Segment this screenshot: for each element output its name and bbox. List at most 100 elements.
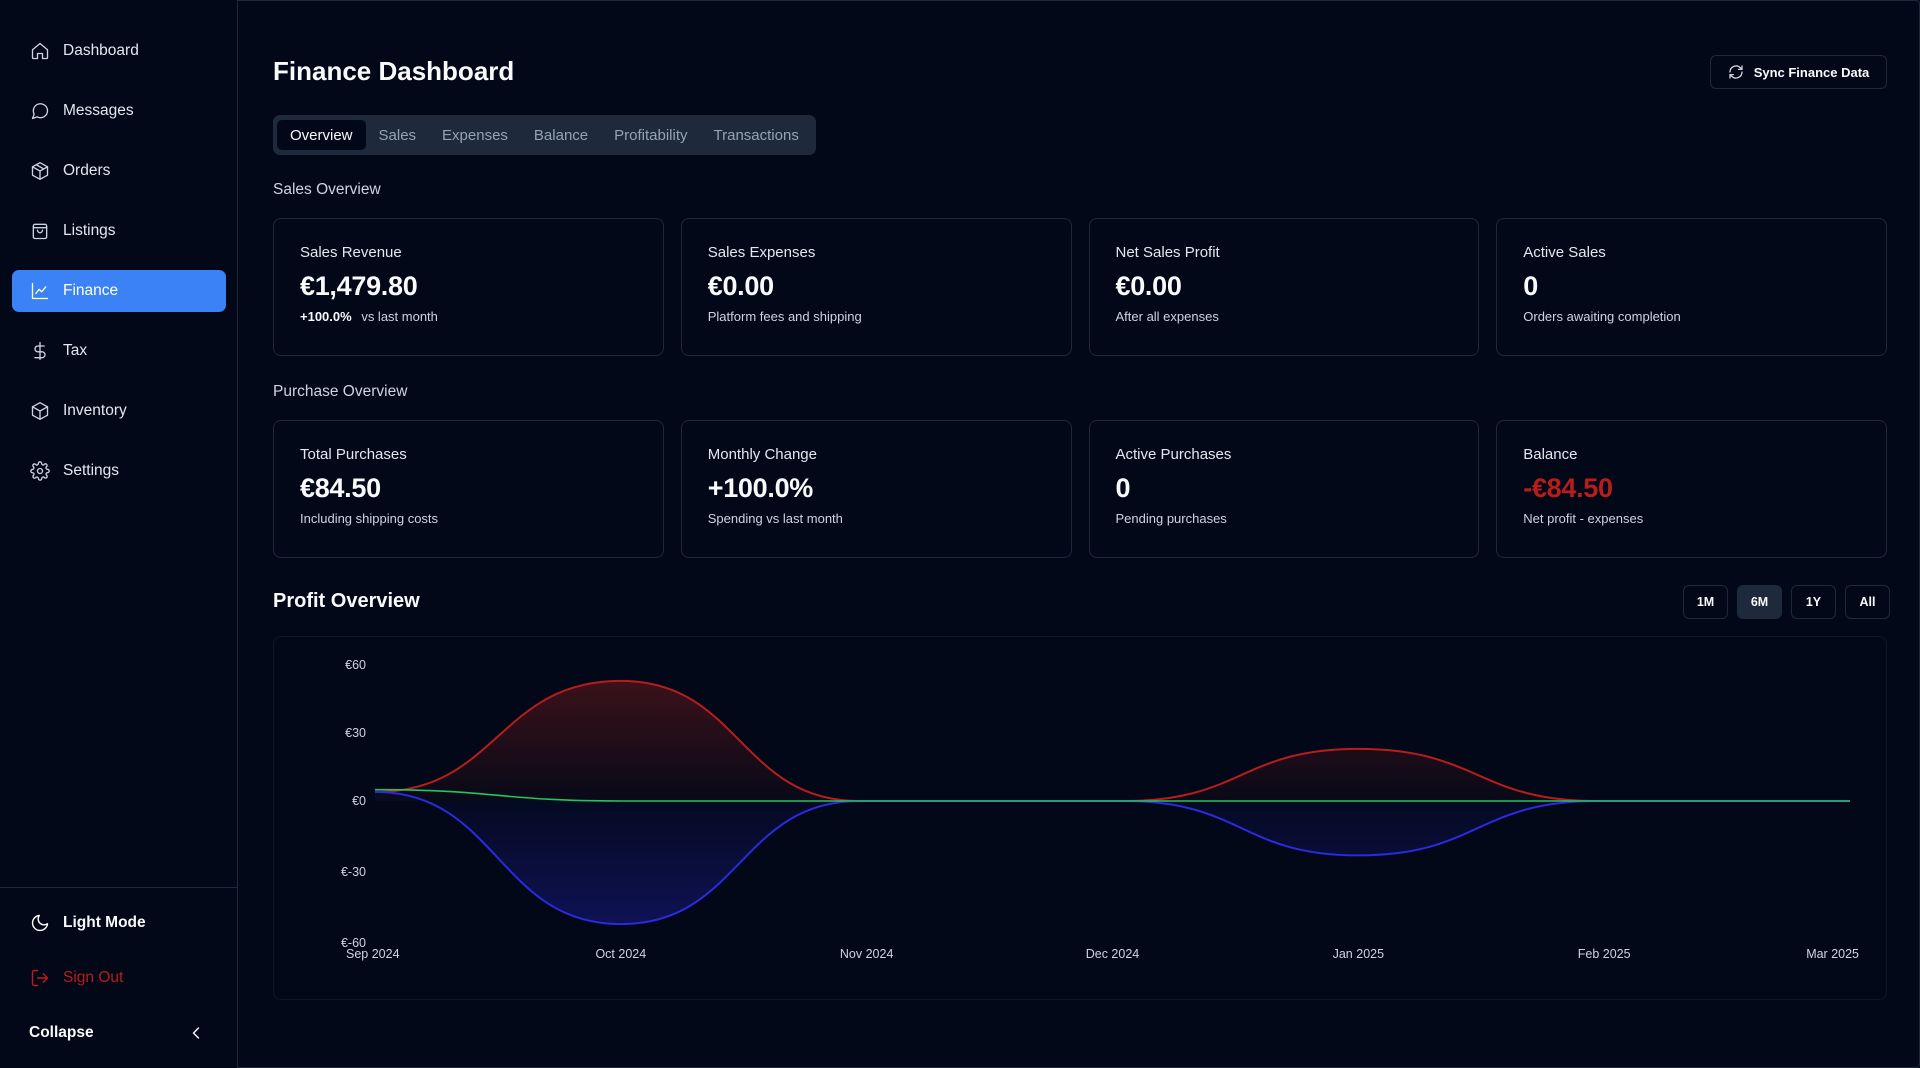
range-6m-button[interactable]: 6M xyxy=(1737,585,1782,619)
tab-sales[interactable]: Sales xyxy=(378,126,417,144)
active-sales-card: Active Sales 0 Orders awaiting completio… xyxy=(1496,218,1887,356)
light-mode-label: Light Mode xyxy=(63,914,146,931)
box-icon xyxy=(29,400,51,422)
card-value: €0.00 xyxy=(1115,271,1182,301)
card-title: Sales Revenue xyxy=(300,244,402,261)
sidebar-item-label: Messages xyxy=(63,102,134,119)
y-tick-label: €0 xyxy=(352,794,366,808)
sales-expenses-card: Sales Expenses €0.00 Platform fees and s… xyxy=(680,218,1072,356)
sidebar-item-tax[interactable]: Tax xyxy=(12,330,226,372)
card-value: €1,479.80 xyxy=(300,271,418,301)
range-selector: 1M 6M 1Y All xyxy=(1683,585,1890,619)
card-subtitle: Pending purchases xyxy=(1115,511,1227,526)
sidebar-item-finance[interactable]: Finance xyxy=(12,270,226,312)
sidebar-item-label: Tax xyxy=(63,342,88,359)
y-tick-label: €-30 xyxy=(341,865,366,879)
series-line-green xyxy=(374,788,1850,802)
log-out-icon xyxy=(29,967,51,989)
sync-button-label: Sync Finance Data xyxy=(1753,64,1870,80)
sidebar-item-label: Orders xyxy=(63,162,111,179)
sidebar-item-inventory[interactable]: Inventory xyxy=(12,390,226,432)
x-tick-label: Feb 2025 xyxy=(1578,947,1631,961)
x-tick-label: Oct 2024 xyxy=(595,947,646,961)
sidebar-item-settings[interactable]: Settings xyxy=(12,450,226,492)
profit-overview-title: Profit Overview xyxy=(273,590,420,612)
y-tick-label: €-60 xyxy=(341,936,366,950)
card-title: Monthly Change xyxy=(707,446,817,463)
sign-out-button[interactable]: Sign Out xyxy=(29,967,123,989)
y-tick-label: €30 xyxy=(345,726,366,740)
sync-finance-data-button[interactable]: Sync Finance Data xyxy=(1710,55,1887,89)
package-icon xyxy=(29,160,51,182)
card-subtitle: Spending vs last month xyxy=(707,511,843,526)
percent-change: +100.0% xyxy=(300,309,352,324)
collapse-label: Collapse xyxy=(29,1024,94,1041)
card-title: Balance xyxy=(1523,446,1578,463)
card-subtitle: Platform fees and shipping xyxy=(707,309,862,324)
card-title: Active Sales xyxy=(1523,244,1606,261)
series-area-blue xyxy=(375,791,1850,925)
purchase-overview-heading: Purchase Overview xyxy=(273,383,408,400)
card-value: -€84.50 xyxy=(1523,473,1613,503)
sidebar-nav: Dashboard Messages Orders Listings Finan… xyxy=(12,30,226,510)
tab-overview[interactable]: Overview xyxy=(277,120,366,150)
card-value: +100.0% xyxy=(707,473,814,503)
card-subtitle: Orders awaiting completion xyxy=(1523,309,1681,324)
profit-chart: €60 €30 €0 €-30 €-60 Sep 2024 Oct 2024 Nov 2024… xyxy=(273,636,1887,1000)
y-tick-label: €60 xyxy=(345,658,366,672)
card-title: Net Sales Profit xyxy=(1115,244,1220,261)
sidebar-item-messages[interactable]: Messages xyxy=(12,90,226,132)
monthly-change-card: Monthly Change +100.0% Spending vs last … xyxy=(680,420,1072,558)
gear-icon xyxy=(29,460,51,482)
tab-transactions[interactable]: Transactions xyxy=(713,126,799,144)
sidebar-item-dashboard[interactable]: Dashboard xyxy=(12,30,226,72)
x-tick-label: Nov 2024 xyxy=(840,947,894,961)
purchase-overview-cards: Total Purchases €84.50 Including shippin… xyxy=(273,420,1887,558)
collapse-button[interactable]: Collapse xyxy=(29,1022,207,1044)
x-tick-label: Mar 2025 xyxy=(1806,947,1859,961)
sidebar-item-label: Listings xyxy=(63,222,116,239)
sidebar-item-label: Finance xyxy=(63,282,119,299)
range-1y-button[interactable]: 1Y xyxy=(1791,585,1836,619)
line-chart-icon xyxy=(29,280,51,302)
sidebar-item-label: Settings xyxy=(63,462,120,479)
sidebar-footer: Light Mode Sign Out Collapse xyxy=(0,887,238,1068)
sign-out-label: Sign Out xyxy=(63,969,124,986)
card-subtitle: +100.0% vs last month xyxy=(300,309,637,324)
sidebar-item-label: Inventory xyxy=(63,402,127,419)
sidebar-item-orders[interactable]: Orders xyxy=(12,150,226,192)
tab-expenses[interactable]: Expenses xyxy=(442,126,508,144)
series-area-red xyxy=(375,680,1850,801)
card-value: 0 xyxy=(1523,271,1538,301)
sidebar-item-listings[interactable]: Listings xyxy=(12,210,226,252)
chevron-left-icon xyxy=(185,1022,207,1044)
sales-overview-cards: Sales Revenue €1,479.80 +100.0% vs last … xyxy=(273,218,1887,356)
balance-card: Balance -€84.50 Net profit - expenses xyxy=(1496,420,1887,558)
sales-revenue-card: Sales Revenue €1,479.80 +100.0% vs last … xyxy=(273,218,664,356)
range-1m-button[interactable]: 1M xyxy=(1683,585,1728,619)
card-value: €0.00 xyxy=(707,271,774,301)
card-title: Active Purchases xyxy=(1115,446,1232,463)
card-subtitle: Net profit - expenses xyxy=(1523,511,1644,526)
light-mode-toggle[interactable]: Light Mode xyxy=(29,912,146,934)
tab-profitability[interactable]: Profitability xyxy=(614,126,688,144)
moon-icon xyxy=(29,912,51,934)
card-subtitle-text: vs last month xyxy=(361,309,438,324)
card-value: 0 xyxy=(1115,473,1131,503)
sidebar-item-label: Dashboard xyxy=(63,42,139,59)
shopping-bag-icon xyxy=(29,220,51,242)
tab-balance[interactable]: Balance xyxy=(533,126,589,144)
total-purchases-card: Total Purchases €84.50 Including shippin… xyxy=(273,420,664,558)
dollar-icon xyxy=(29,340,51,362)
range-all-button[interactable]: All xyxy=(1845,585,1890,619)
card-title: Sales Expenses xyxy=(707,244,816,261)
card-subtitle: Including shipping costs xyxy=(300,511,439,526)
page-title: Finance Dashboard xyxy=(273,56,515,86)
sidebar: Dashboard Messages Orders Listings Finan… xyxy=(0,0,238,1068)
home-icon xyxy=(29,40,51,62)
refresh-icon xyxy=(1729,65,1743,79)
x-tick-label: Jan 2025 xyxy=(1333,947,1384,961)
x-tick-label: Dec 2024 xyxy=(1086,947,1140,961)
sales-overview-heading: Sales Overview xyxy=(273,181,381,198)
x-tick-label: Sep 2024 xyxy=(346,947,400,961)
